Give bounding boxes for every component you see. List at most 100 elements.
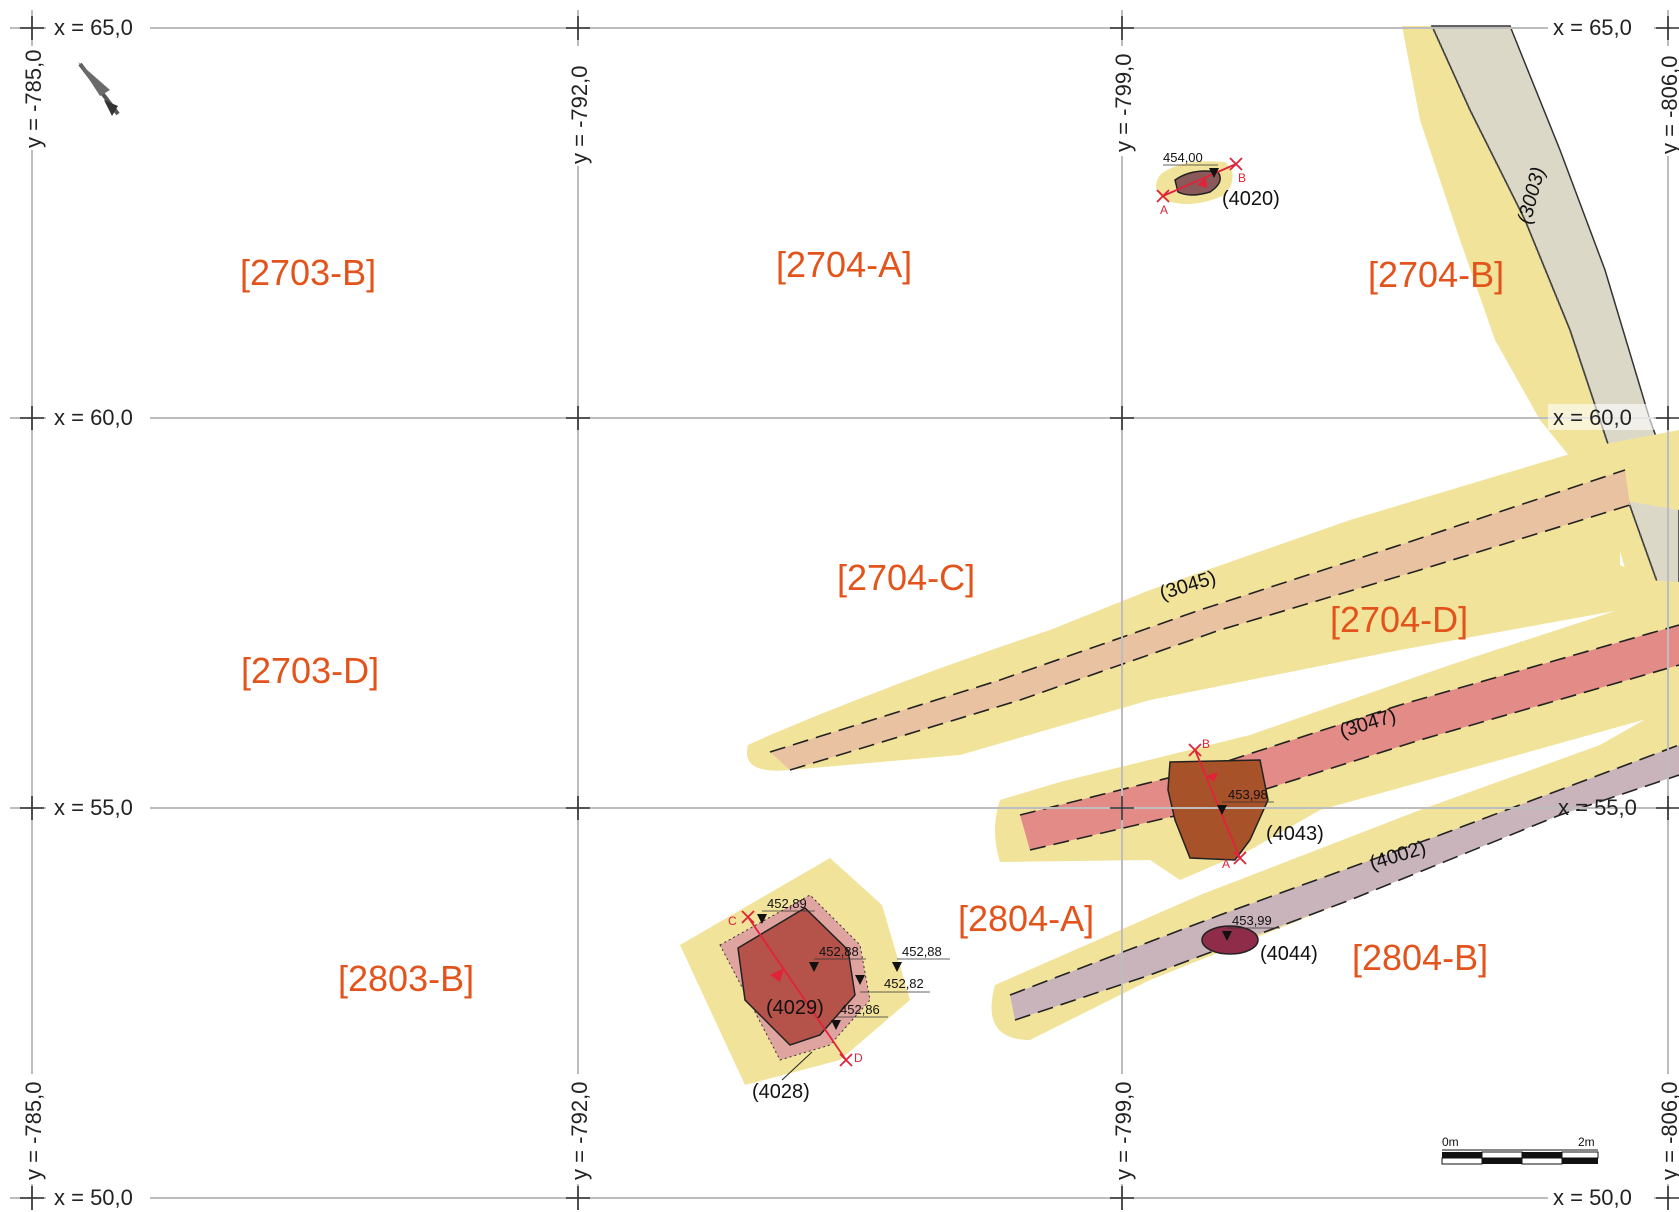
trench-3047-edge-south bbox=[1029, 664, 1679, 851]
label-bg bbox=[46, 794, 150, 820]
trench-3045-edge-south bbox=[789, 504, 1631, 771]
elevation-453-99: 453,99 bbox=[1232, 913, 1272, 928]
x-label-65-right: x = 65,0 bbox=[1553, 15, 1632, 40]
sector-label-2804-b: [2804-B] bbox=[1352, 937, 1488, 978]
label-bg bbox=[566, 1074, 592, 1184]
elevation-marker-icon bbox=[809, 962, 819, 972]
grid-cross bbox=[1656, 406, 1679, 430]
label-bg bbox=[1548, 404, 1654, 430]
x-label-55-right: x = 55,0 bbox=[1558, 795, 1637, 820]
trench-3045 bbox=[770, 470, 1630, 770]
section-letter-b-4020: B bbox=[1238, 171, 1246, 185]
x-label-60-right: x = 60,0 bbox=[1553, 405, 1632, 430]
section-line-4043 bbox=[1194, 749, 1241, 859]
north-arrow-icon bbox=[78, 62, 120, 116]
feature-label-4044: (4044) bbox=[1260, 943, 1318, 965]
label-bg bbox=[20, 46, 46, 150]
scale-segment bbox=[1522, 1152, 1562, 1158]
elevation-452-89: 452,89 bbox=[767, 896, 807, 911]
scale-end-label: 2m bbox=[1578, 1135, 1595, 1149]
north-arrow-head bbox=[78, 62, 110, 96]
scale-segment bbox=[1562, 1158, 1598, 1164]
section-cross-icon bbox=[1156, 189, 1170, 203]
elevation-452-88-a: 452,88 bbox=[819, 944, 859, 959]
sector-label-2704-b: [2704-B] bbox=[1368, 254, 1504, 295]
feature-label-4043: (4043) bbox=[1266, 823, 1324, 845]
pit-4029 bbox=[737, 907, 856, 1046]
label-bg bbox=[46, 14, 150, 40]
grid-cross bbox=[566, 796, 590, 820]
grid-cross bbox=[566, 406, 590, 430]
section-arrow-icon bbox=[1197, 178, 1207, 188]
section-lines: A B B A C D bbox=[728, 157, 1247, 1067]
grid-cross bbox=[1656, 16, 1679, 40]
label-bg bbox=[1548, 1184, 1654, 1210]
section-line-4020 bbox=[1162, 163, 1237, 197]
x-label-60-left: x = 60,0 bbox=[54, 405, 133, 430]
section-letter-d: D bbox=[854, 1051, 863, 1065]
grid-cross bbox=[1110, 796, 1134, 820]
y-label-799-top: y = -799,0 bbox=[1111, 54, 1136, 152]
section-arrow-icon bbox=[1206, 772, 1218, 782]
elevation-marker-icon bbox=[855, 975, 865, 985]
section-cross-icon bbox=[1188, 743, 1202, 757]
x-label-50-right: x = 50,0 bbox=[1553, 1185, 1632, 1210]
label-bg bbox=[1548, 14, 1654, 40]
sector-label-2704-d: [2704-D] bbox=[1330, 599, 1468, 640]
label-bg bbox=[20, 1074, 46, 1184]
label-bg bbox=[1656, 1074, 1679, 1184]
scale-segment bbox=[1482, 1158, 1522, 1164]
features-layer bbox=[680, 25, 1679, 1085]
x-label-65-left: x = 65,0 bbox=[54, 15, 133, 40]
section-cross-icon bbox=[1233, 851, 1247, 865]
elevation-marker-icon bbox=[892, 962, 902, 972]
label-bg bbox=[1110, 1074, 1136, 1184]
scale-bar: 0m 2m bbox=[1441, 1135, 1599, 1165]
north-arrow-tail bbox=[104, 100, 118, 116]
grid-cross bbox=[566, 16, 590, 40]
scale-segment bbox=[1441, 1157, 1483, 1165]
sector-labels: [2703-B] [2704-A] [2704-B] [2704-C] [270… bbox=[240, 244, 1504, 999]
grid-cross bbox=[1656, 1186, 1679, 1210]
sector-label-2703-b: [2703-B] bbox=[240, 252, 376, 293]
sector-label-2703-d: [2703-D] bbox=[241, 650, 379, 691]
pit-4020 bbox=[1174, 170, 1221, 196]
sector-label-2804-a: [2804-A] bbox=[958, 898, 1094, 939]
grid-cross bbox=[20, 1186, 44, 1210]
grid-cross bbox=[1110, 1186, 1134, 1210]
scale-segment bbox=[1521, 1157, 1563, 1165]
pit-4043 bbox=[1167, 759, 1269, 861]
scale-segment bbox=[1442, 1152, 1482, 1158]
grid-cross bbox=[1110, 406, 1134, 430]
elevation-453-98: 453,98 bbox=[1228, 787, 1268, 802]
label-bg bbox=[1656, 46, 1679, 156]
elevation-452-82: 452,82 bbox=[884, 976, 924, 991]
y-label-799-bottom: y = -799,0 bbox=[1111, 1082, 1136, 1180]
feature-label-4029: (4029) bbox=[766, 997, 824, 1019]
y-label-792-bottom: y = -792,0 bbox=[567, 1082, 592, 1180]
section-letter-a-4043: A bbox=[1222, 857, 1230, 871]
elevation-452-86: 452,86 bbox=[840, 1002, 880, 1017]
y-label-806-top: y = -806,0 bbox=[1657, 56, 1679, 154]
elevation-marker-icon bbox=[1209, 168, 1219, 178]
grid-cross bbox=[566, 1186, 590, 1210]
section-cross-icon bbox=[1229, 157, 1243, 171]
sector-label-2803-b: [2803-B] bbox=[338, 958, 474, 999]
label-bg bbox=[46, 404, 150, 430]
section-cross-icon bbox=[741, 910, 755, 924]
sector-label-2704-c: [2704-C] bbox=[837, 557, 975, 598]
section-letter-a-4020: A bbox=[1160, 203, 1168, 217]
section-line-4029 bbox=[747, 916, 847, 1061]
label-bg bbox=[566, 46, 592, 166]
y-label-785-top: y = -785,0 bbox=[21, 50, 46, 148]
feature-leader-4028 bbox=[781, 1051, 813, 1081]
label-bg bbox=[1110, 46, 1136, 156]
elevation-452-88-b: 452,88 bbox=[902, 944, 942, 959]
grid-cross bbox=[20, 796, 44, 820]
coordinate-grid: x = 65,0 x = 65,0 x = 60,0 x = 60,0 x = … bbox=[10, 10, 1679, 1210]
pit-4044 bbox=[1201, 925, 1259, 955]
y-label-806-bottom: y = -806,0 bbox=[1657, 1082, 1679, 1180]
label-bg bbox=[46, 1184, 150, 1210]
scale-segment bbox=[1561, 1151, 1599, 1159]
